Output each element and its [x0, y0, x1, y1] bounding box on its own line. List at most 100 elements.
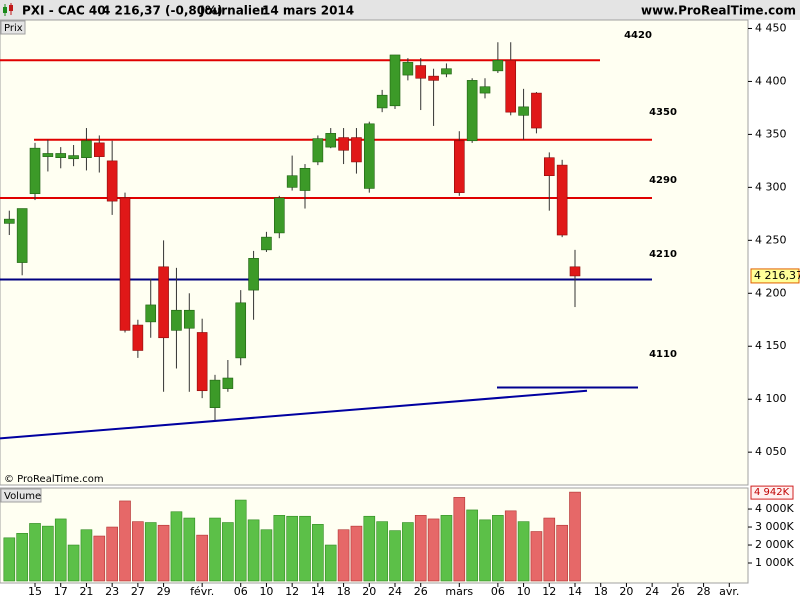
x-tick-label: 29: [157, 585, 171, 598]
candle-body: [222, 377, 234, 389]
y-tick-label: 4 400: [755, 74, 787, 87]
candle-body: [505, 59, 517, 113]
candle-body: [209, 379, 221, 408]
candle-body: [106, 160, 118, 202]
candle-body: [466, 80, 478, 142]
candle-body: [479, 86, 491, 94]
candle-body: [196, 332, 208, 392]
volume-bar: [16, 533, 28, 582]
candle-body: [93, 142, 105, 157]
volume-bar: [29, 523, 41, 582]
volume-bar: [556, 524, 568, 582]
x-tick-label: 28: [697, 585, 711, 598]
volume-bar: [312, 524, 324, 582]
last-price-box: [750, 268, 800, 284]
trend-line: [0, 389, 588, 440]
x-tick-label: 10: [259, 585, 273, 598]
volume-bar: [479, 519, 491, 582]
volume-bar: [466, 509, 478, 582]
annotation: 4110: [649, 349, 677, 360]
date: 14 mars 2014: [262, 4, 354, 18]
volume-bar: [144, 522, 157, 582]
header-bar: [0, 0, 800, 20]
candle-body: [183, 309, 195, 329]
candle-body: [402, 62, 414, 76]
candle-body: [531, 92, 542, 129]
volume-bar: [492, 515, 504, 582]
candle-body: [4, 218, 15, 224]
last-change: 4 216,37 (-0,80%): [102, 4, 223, 18]
volume-label: Volume: [4, 491, 41, 502]
volume-bar: [414, 515, 427, 582]
candle-body: [68, 155, 79, 160]
volume-bar: [119, 500, 131, 582]
x-tick-label: 14: [311, 585, 325, 598]
candle-body: [286, 175, 298, 188]
volume-bar: [376, 521, 388, 582]
x-tick-label: 06: [491, 585, 505, 598]
volume-bar: [209, 517, 221, 582]
y-tick-label: 4 200: [755, 286, 787, 299]
x-tick-label: 18: [594, 585, 608, 598]
x-tick-label: 18: [337, 585, 351, 598]
candle-body: [235, 302, 247, 359]
candle-body: [299, 167, 311, 191]
x-tick-label: avr.: [719, 585, 739, 598]
volume-bar: [363, 515, 376, 582]
x-tick-label: 06: [234, 585, 248, 598]
y-tick-label: 4 100: [755, 392, 787, 405]
x-tick-label: 20: [362, 585, 376, 598]
copyright: © ProRealTime.com: [4, 474, 104, 485]
volume-bar: [273, 515, 286, 582]
volume-bar: [440, 515, 453, 582]
candle-body: [351, 137, 362, 163]
volume-bar: [337, 529, 350, 582]
x-tick-label: 14: [568, 585, 582, 598]
y-tick-label: 4 450: [755, 21, 787, 34]
candle-body: [171, 309, 182, 331]
annotation: 4420: [624, 30, 652, 41]
price-panel: [0, 19, 749, 486]
candle-body: [132, 324, 144, 351]
y-tick-label: 4 250: [755, 233, 787, 246]
volume-bar: [132, 521, 144, 582]
volume-bar: [260, 529, 273, 582]
volume-bar: [157, 524, 170, 582]
volume-bar: [42, 525, 54, 582]
candle-body: [363, 123, 375, 189]
volume-bar: [54, 518, 67, 582]
volume-bar: [80, 529, 93, 582]
candle-body: [492, 59, 504, 72]
x-tick-label: 24: [645, 585, 659, 598]
candle-body: [81, 140, 92, 158]
candle-body: [273, 197, 285, 234]
volume-bar: [286, 515, 298, 582]
x-tick-label: 26: [414, 585, 428, 598]
candle-body: [376, 94, 388, 109]
volume-bar: [183, 517, 196, 582]
logo-icon: [3, 3, 13, 16]
volume-bar: [324, 544, 337, 582]
candle-body: [158, 266, 169, 339]
x-tick-label: 15: [28, 585, 42, 598]
period: Journalier: [199, 4, 266, 18]
volume-bar: [247, 519, 260, 582]
source: www.ProRealTime.com: [641, 4, 796, 18]
x-tick-label: 12: [542, 585, 556, 598]
volume-bar: [569, 491, 581, 582]
volume-bar: [3, 537, 16, 582]
candle-body: [55, 153, 67, 158]
volume-tick-label: 4 000K: [755, 502, 794, 515]
x-tick-label: 20: [619, 585, 633, 598]
last-volume-label: 4 942K: [754, 487, 790, 498]
x-tick-label: 27: [131, 585, 145, 598]
candle-body: [119, 197, 131, 331]
volume-bar: [222, 522, 234, 582]
volume-tick-label: 2 000K: [755, 538, 794, 551]
candle-body: [453, 140, 465, 193]
y-tick-label: 4 350: [755, 127, 787, 140]
candle-body: [42, 153, 54, 157]
volume-bar: [350, 525, 363, 582]
x-tick-label: févr.: [190, 585, 214, 598]
